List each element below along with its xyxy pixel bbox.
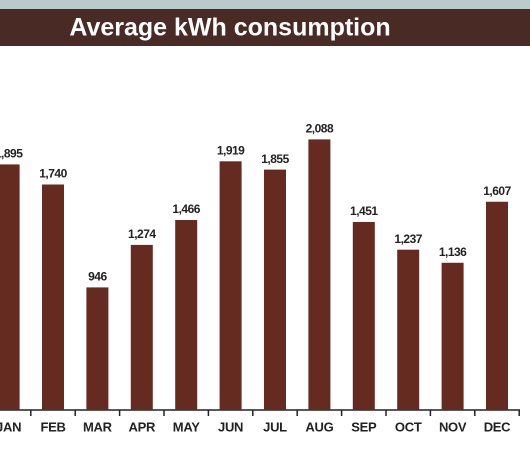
x-tick-label: AUG (305, 419, 333, 434)
x-tick-label: OCT (395, 419, 422, 434)
x-tick-label: JUL (263, 419, 287, 434)
value-label: 1,466 (172, 202, 200, 216)
x-tick-label: MAY (173, 419, 200, 434)
bar (308, 139, 331, 410)
value-label: 2,088 (306, 122, 334, 136)
bar (86, 287, 109, 410)
x-tick-label: DEC (484, 419, 511, 434)
bar (397, 249, 420, 410)
header-strip (0, 0, 530, 9)
value-label: 1,919 (217, 143, 245, 157)
x-tick-label: JAN (0, 419, 21, 434)
value-label: 946 (88, 270, 107, 284)
x-tick-label: SEP (351, 419, 377, 434)
bar (219, 161, 242, 410)
chart-title: Average kWh consumption (69, 14, 390, 42)
bar (486, 201, 508, 410)
x-tick-label: JUN (218, 419, 243, 434)
bar (42, 184, 64, 410)
value-label: 1,274 (128, 227, 156, 241)
x-tick-label: FEB (40, 419, 65, 434)
x-tick-label: NOV (439, 419, 467, 434)
title-band (0, 9, 530, 46)
x-tick-label: MAR (83, 419, 113, 434)
bar (264, 169, 286, 410)
value-label: 1,451 (350, 204, 378, 218)
bar (130, 244, 153, 410)
value-label: 1,237 (394, 232, 422, 246)
value-label: 1,136 (439, 245, 467, 259)
bar (441, 262, 464, 410)
bar (352, 221, 375, 410)
x-tick-label: APR (129, 419, 156, 434)
value-label: 1,740 (39, 167, 67, 181)
value-label: 1,895 (0, 147, 23, 161)
bar (0, 164, 20, 410)
bar (175, 220, 198, 410)
value-label: 1,855 (261, 152, 289, 166)
value-label: 1,607 (483, 184, 511, 198)
